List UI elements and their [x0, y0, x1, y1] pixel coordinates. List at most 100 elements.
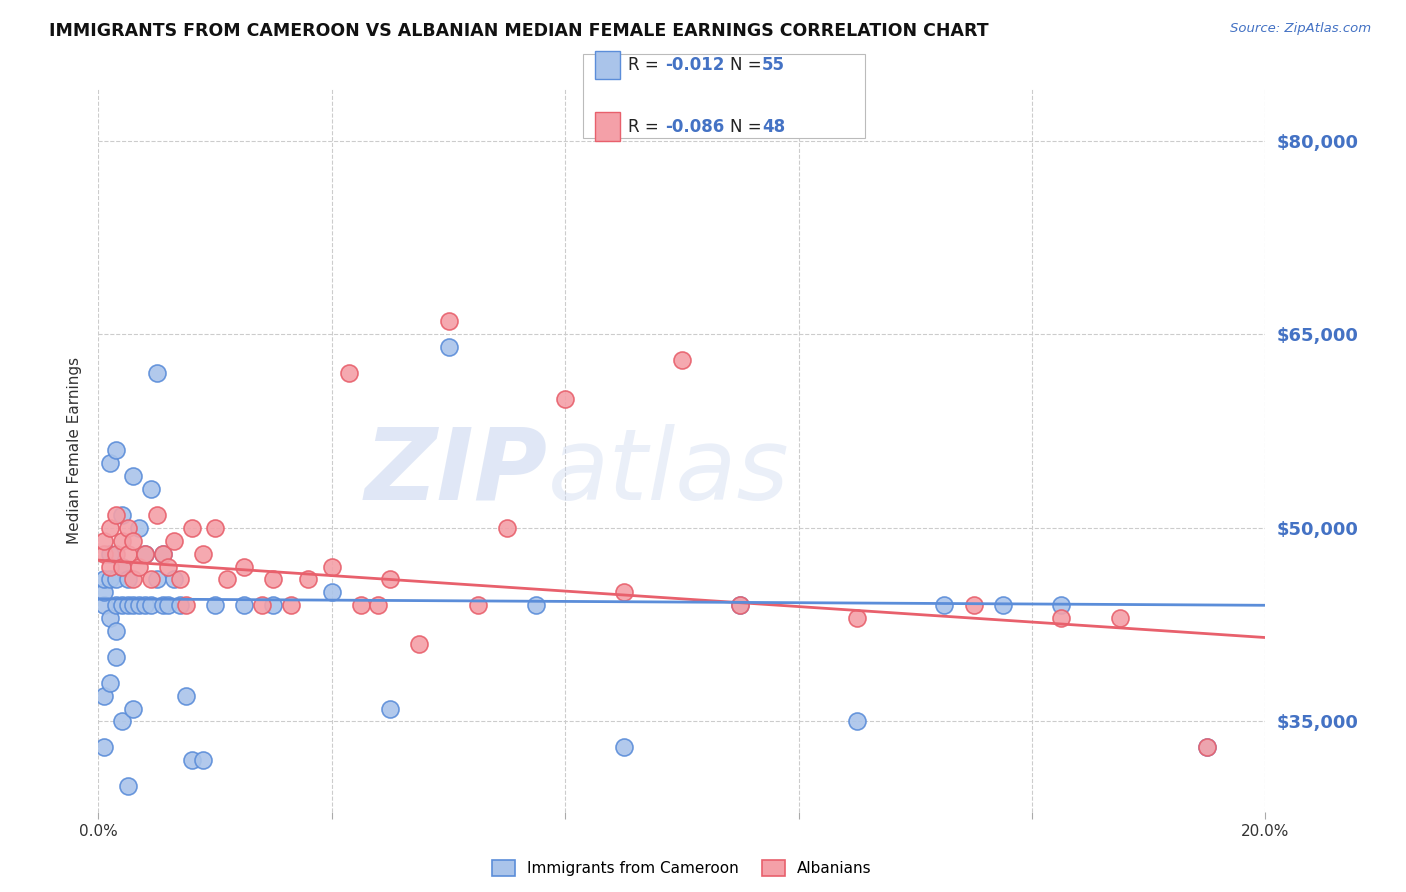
Point: [104, 624, 127, 639]
Point: [98, 521, 121, 535]
Point: [104, 649, 127, 664]
Point: [524, 599, 547, 613]
Point: [193, 547, 215, 561]
Point: [146, 573, 169, 587]
Point: [139, 482, 162, 496]
Point: [437, 314, 460, 328]
Point: [128, 599, 150, 613]
Point: [730, 599, 752, 613]
Point: [111, 559, 134, 574]
Point: [215, 573, 238, 587]
Point: [104, 443, 127, 458]
Point: [93, 740, 115, 755]
Point: [128, 521, 150, 535]
Point: [93, 533, 115, 548]
Point: [104, 599, 127, 613]
Point: [139, 599, 162, 613]
Point: [134, 547, 156, 561]
Point: [104, 573, 127, 587]
Text: -0.012: -0.012: [665, 56, 724, 74]
Point: [117, 599, 139, 613]
Point: [380, 573, 402, 587]
Point: [152, 547, 174, 561]
Point: [730, 599, 752, 613]
Point: [233, 599, 256, 613]
Point: [152, 547, 174, 561]
Text: IMMIGRANTS FROM CAMEROON VS ALBANIAN MEDIAN FEMALE EARNINGS CORRELATION CHART: IMMIGRANTS FROM CAMEROON VS ALBANIAN MED…: [49, 22, 988, 40]
Point: [1050, 599, 1073, 613]
Point: [180, 753, 202, 767]
Point: [134, 599, 156, 613]
Point: [111, 599, 134, 613]
Point: [380, 701, 402, 715]
Point: [93, 689, 115, 703]
Point: [169, 599, 191, 613]
Point: [98, 611, 121, 625]
Point: [111, 533, 134, 548]
Point: [117, 547, 139, 561]
Point: [367, 599, 389, 613]
Y-axis label: Median Female Earnings: Median Female Earnings: [67, 357, 83, 544]
Point: [122, 533, 145, 548]
Point: [280, 599, 302, 613]
Point: [467, 599, 489, 613]
Legend: Immigrants from Cameroon, Albanians: Immigrants from Cameroon, Albanians: [485, 852, 879, 884]
Point: [139, 573, 162, 587]
Point: [204, 599, 226, 613]
Point: [408, 637, 430, 651]
Point: [152, 599, 174, 613]
Text: ZIP: ZIP: [364, 424, 548, 521]
Point: [98, 456, 121, 470]
Text: 48: 48: [762, 118, 785, 136]
Point: [612, 740, 634, 755]
Point: [174, 689, 197, 703]
Point: [204, 521, 226, 535]
Point: [174, 599, 197, 613]
Point: [146, 508, 169, 522]
Point: [122, 573, 145, 587]
Point: [98, 675, 121, 690]
Point: [98, 559, 121, 574]
Point: [157, 559, 180, 574]
Point: [991, 599, 1014, 613]
Point: [163, 533, 186, 548]
Point: [612, 585, 634, 599]
Point: [111, 714, 134, 729]
Point: [117, 573, 139, 587]
Point: [233, 559, 256, 574]
Point: [93, 585, 115, 599]
Point: [111, 559, 134, 574]
Point: [157, 599, 180, 613]
Point: [104, 508, 127, 522]
Point: [1195, 740, 1218, 755]
Point: [122, 469, 145, 483]
Point: [163, 573, 186, 587]
Point: [146, 366, 169, 380]
Point: [98, 547, 121, 561]
Point: [1195, 740, 1218, 755]
Point: [93, 573, 115, 587]
Point: [93, 547, 115, 561]
Point: [671, 353, 693, 368]
Point: [846, 714, 869, 729]
Point: [262, 599, 284, 613]
Point: [962, 599, 984, 613]
Point: [437, 340, 460, 354]
Point: [934, 599, 956, 613]
Text: R =: R =: [628, 56, 665, 74]
Point: [1108, 611, 1130, 625]
Point: [93, 599, 115, 613]
Point: [337, 366, 360, 380]
Point: [117, 521, 139, 535]
Text: 55: 55: [762, 56, 785, 74]
Point: [128, 559, 150, 574]
Point: [350, 599, 373, 613]
Point: [111, 508, 134, 522]
Point: [250, 599, 273, 613]
Text: Source: ZipAtlas.com: Source: ZipAtlas.com: [1230, 22, 1371, 36]
Point: [193, 753, 215, 767]
Text: N =: N =: [730, 56, 766, 74]
Point: [554, 392, 576, 406]
Point: [262, 573, 284, 587]
Point: [846, 611, 869, 625]
